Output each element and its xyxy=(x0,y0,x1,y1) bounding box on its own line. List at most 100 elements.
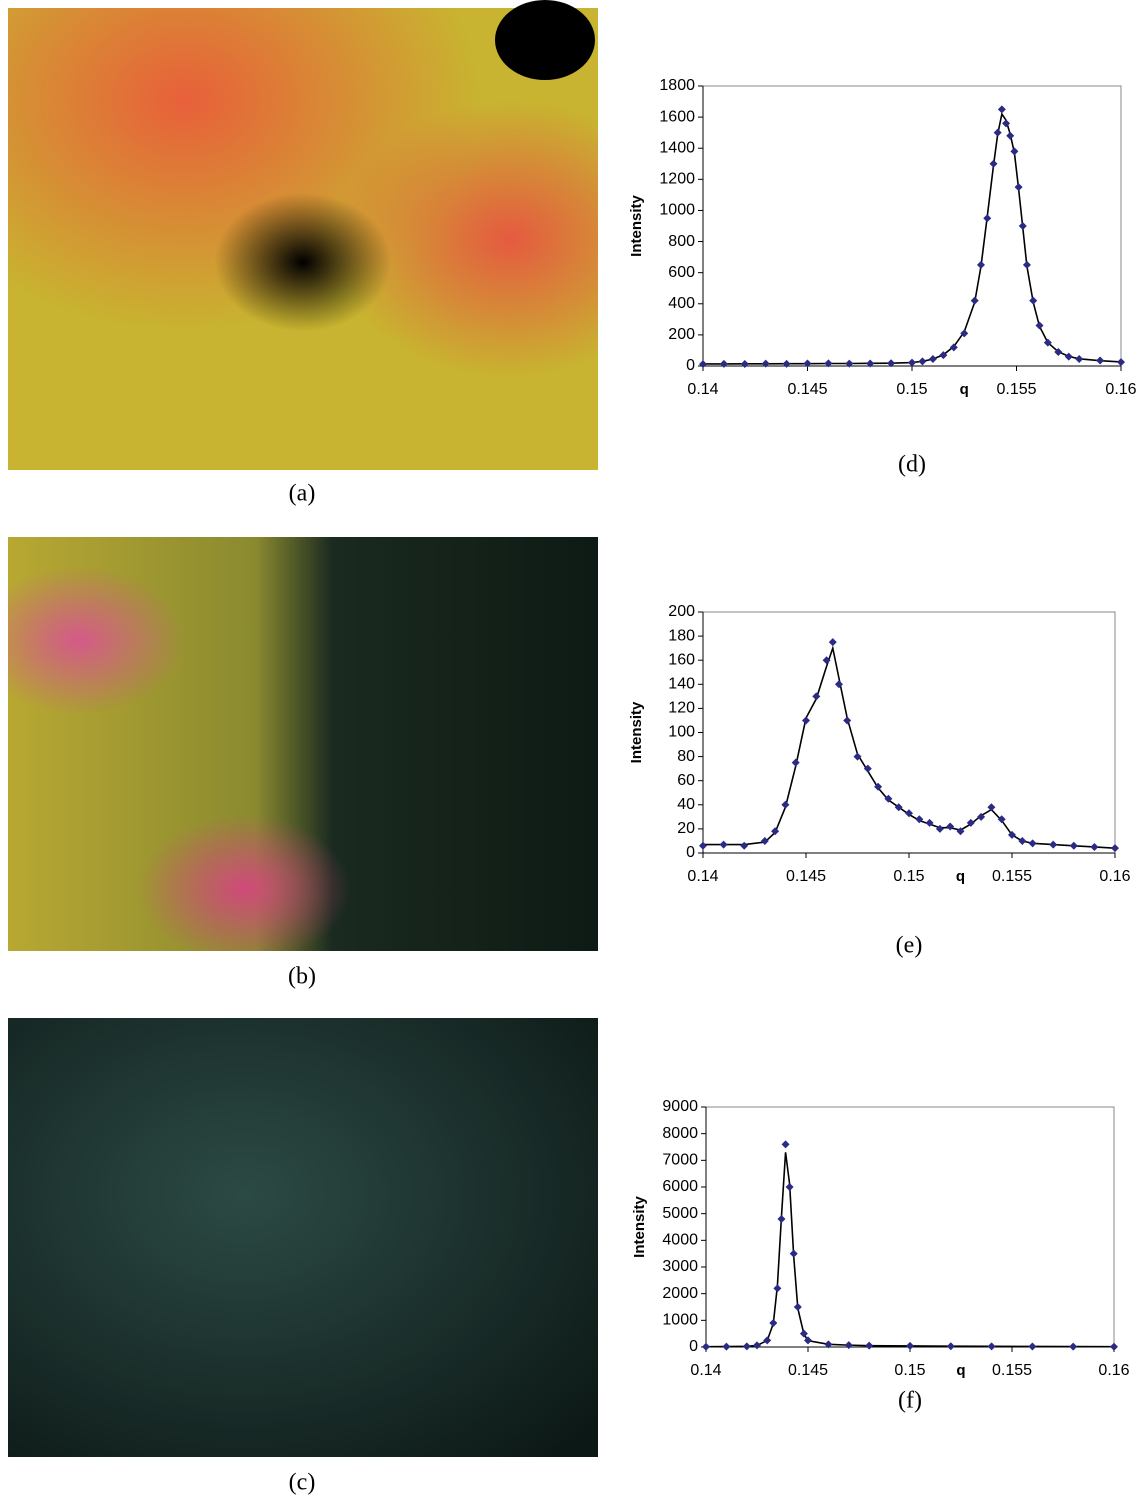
data-point xyxy=(915,815,924,824)
y-tick-label: 160 xyxy=(668,651,695,668)
data-point xyxy=(1075,355,1084,363)
data-point xyxy=(802,716,810,725)
data-point xyxy=(997,815,1006,824)
plot-area xyxy=(705,1106,1115,1348)
y-tick-label: 60 xyxy=(677,772,695,789)
data-point xyxy=(777,1215,786,1223)
data-point xyxy=(1018,222,1027,230)
data-point xyxy=(844,1341,853,1350)
y-tick-label: 200 xyxy=(668,603,695,620)
y-tick-label: 1200 xyxy=(659,171,695,188)
y-tick-label: 2000 xyxy=(662,1285,698,1302)
y-tick-label: 1800 xyxy=(659,77,695,94)
data-point xyxy=(960,329,969,338)
y-tick-label: 4000 xyxy=(662,1232,698,1249)
data-point xyxy=(997,105,1006,114)
data-point xyxy=(803,359,812,368)
data-point xyxy=(1096,356,1105,365)
data-point xyxy=(908,358,916,367)
y-tick-label: 1000 xyxy=(662,1312,698,1329)
y-tick-label: 0 xyxy=(686,357,695,374)
data-point xyxy=(966,818,975,827)
plot-area xyxy=(702,85,1122,367)
data-point xyxy=(983,214,992,223)
x-tick-label: 0.145 xyxy=(786,868,826,885)
data-point xyxy=(824,1340,833,1349)
data-point xyxy=(905,809,913,818)
data-point xyxy=(949,343,958,352)
data-point xyxy=(742,1342,751,1351)
data-point xyxy=(722,1342,731,1351)
data-point xyxy=(845,359,854,368)
data-point xyxy=(761,359,770,368)
y-tick-label: 800 xyxy=(668,233,695,250)
data-point xyxy=(804,1336,812,1345)
y-tick-label: 3000 xyxy=(662,1258,698,1275)
y-tick-label: 1000 xyxy=(659,202,695,219)
data-point xyxy=(956,827,965,836)
x-tick-label: 0.15 xyxy=(894,1362,925,1379)
y-tick-label: 200 xyxy=(668,326,695,343)
figure-caption: (b) xyxy=(288,964,316,990)
x-tick-label: 0.16 xyxy=(1105,381,1136,398)
chart-caption: (f) xyxy=(898,1388,922,1414)
data-point xyxy=(812,692,821,701)
data-point xyxy=(781,800,790,809)
chart-caption: (e) xyxy=(896,933,923,959)
y-tick-label: 120 xyxy=(668,700,695,717)
y-tick-label: 9000 xyxy=(662,1098,698,1115)
y-tick-label: 100 xyxy=(668,724,695,741)
data-point xyxy=(791,758,800,767)
data-point xyxy=(1049,840,1058,849)
y-axis-label: Intensity xyxy=(628,701,645,763)
data-point xyxy=(1035,321,1044,330)
data-point xyxy=(935,824,944,833)
data-point xyxy=(1028,839,1037,848)
data-point xyxy=(822,656,831,665)
y-tick-label: 80 xyxy=(677,748,695,765)
y-tick-label: 180 xyxy=(668,627,695,644)
x-tick-label: 0.15 xyxy=(893,868,924,885)
data-point xyxy=(1043,338,1052,347)
data-point xyxy=(1006,131,1015,140)
data-point xyxy=(865,1341,874,1350)
data-point xyxy=(993,128,1002,137)
data-point xyxy=(773,1284,782,1293)
data-point xyxy=(719,359,728,368)
data-point xyxy=(939,351,948,360)
x-tick-label: 0.15 xyxy=(896,381,927,398)
y-tick-label: 1600 xyxy=(659,108,695,125)
data-point xyxy=(874,782,883,791)
y-tick-label: 600 xyxy=(668,264,695,281)
data-point xyxy=(719,840,728,849)
y-tick-label: 40 xyxy=(677,796,695,813)
data-point xyxy=(925,818,934,827)
data-point xyxy=(782,359,791,368)
data-point xyxy=(970,296,979,305)
data-point xyxy=(699,360,707,369)
data-point xyxy=(771,827,780,836)
y-axis-label: Intensity xyxy=(628,195,645,257)
data-point xyxy=(1110,1342,1118,1351)
data-point xyxy=(1029,296,1038,305)
data-point xyxy=(834,680,843,689)
data-point xyxy=(946,1342,955,1351)
y-tick-label: 7000 xyxy=(662,1152,698,1169)
data-point xyxy=(884,794,893,803)
data-point xyxy=(793,1303,802,1311)
x-tick-label: 0.145 xyxy=(787,381,827,398)
data-point xyxy=(785,1183,794,1191)
data-point xyxy=(1002,119,1011,128)
data-point xyxy=(1018,836,1027,845)
data-point xyxy=(1090,842,1099,851)
data-point xyxy=(1069,841,1078,850)
data-point xyxy=(977,812,986,821)
data-point xyxy=(799,1329,808,1338)
data-point xyxy=(781,1140,790,1149)
figure-caption: (c) xyxy=(289,1470,316,1496)
y-tick-label: 0 xyxy=(689,1338,698,1355)
data-point xyxy=(824,359,833,368)
x-tick-label: 0.16 xyxy=(1098,1362,1129,1379)
data-point xyxy=(946,822,955,831)
x-tick-label: 0.14 xyxy=(687,868,718,885)
